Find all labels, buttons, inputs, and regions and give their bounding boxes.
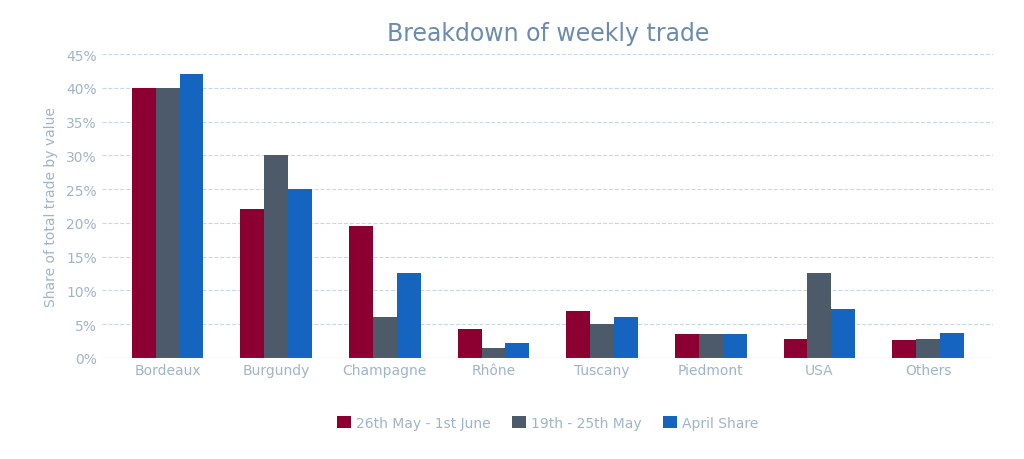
Y-axis label: Share of total trade by value: Share of total trade by value xyxy=(44,107,57,306)
Bar xyxy=(783,339,808,358)
Bar xyxy=(831,309,855,358)
Bar xyxy=(590,325,614,358)
Bar xyxy=(808,274,831,358)
Bar xyxy=(566,311,590,358)
Bar xyxy=(397,274,421,358)
Bar xyxy=(288,190,312,358)
Bar xyxy=(506,343,529,358)
Bar xyxy=(892,340,916,358)
Bar xyxy=(349,227,373,358)
Bar xyxy=(940,333,964,358)
Bar xyxy=(723,335,746,358)
Bar xyxy=(179,75,204,358)
Bar xyxy=(132,89,156,358)
Title: Breakdown of weekly trade: Breakdown of weekly trade xyxy=(387,22,709,46)
Bar xyxy=(481,348,506,358)
Bar xyxy=(458,330,481,358)
Bar xyxy=(698,335,723,358)
Bar xyxy=(916,339,940,358)
Legend: 26th May - 1st June, 19th - 25th May, April Share: 26th May - 1st June, 19th - 25th May, Ap… xyxy=(332,410,764,436)
Bar xyxy=(156,89,179,358)
Bar xyxy=(675,335,698,358)
Bar xyxy=(373,318,397,358)
Bar xyxy=(264,156,288,358)
Bar xyxy=(241,210,264,358)
Bar xyxy=(614,318,638,358)
